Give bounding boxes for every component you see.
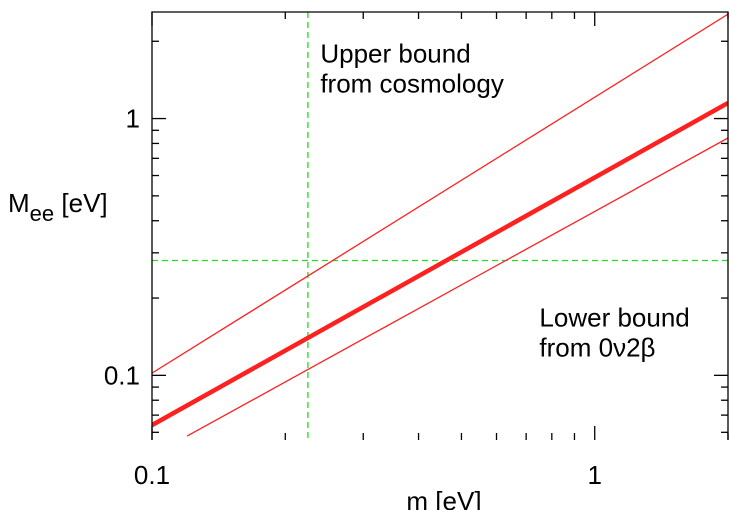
- y-axis-label: Mee [eV]: [8, 188, 108, 226]
- annotation-text: Lower bound: [539, 302, 689, 332]
- x-tick-label: 1: [587, 460, 601, 490]
- y-axis-label-main: M: [8, 188, 30, 218]
- annotation-text: from 0ν2β: [539, 332, 655, 362]
- annotation-text: Upper bound: [320, 39, 470, 69]
- x-axis-label: m [eV]: [406, 486, 481, 510]
- y-tick-label: 1: [126, 104, 140, 134]
- y-axis-label-subscript: ee: [30, 201, 54, 226]
- x-tick-label: 0.1: [134, 460, 170, 490]
- y-tick-label: 0.1: [104, 360, 140, 390]
- annotation-text: from cosmology: [320, 69, 504, 99]
- y-axis-label-unit: [eV]: [54, 188, 107, 218]
- series-line-central: [152, 103, 728, 425]
